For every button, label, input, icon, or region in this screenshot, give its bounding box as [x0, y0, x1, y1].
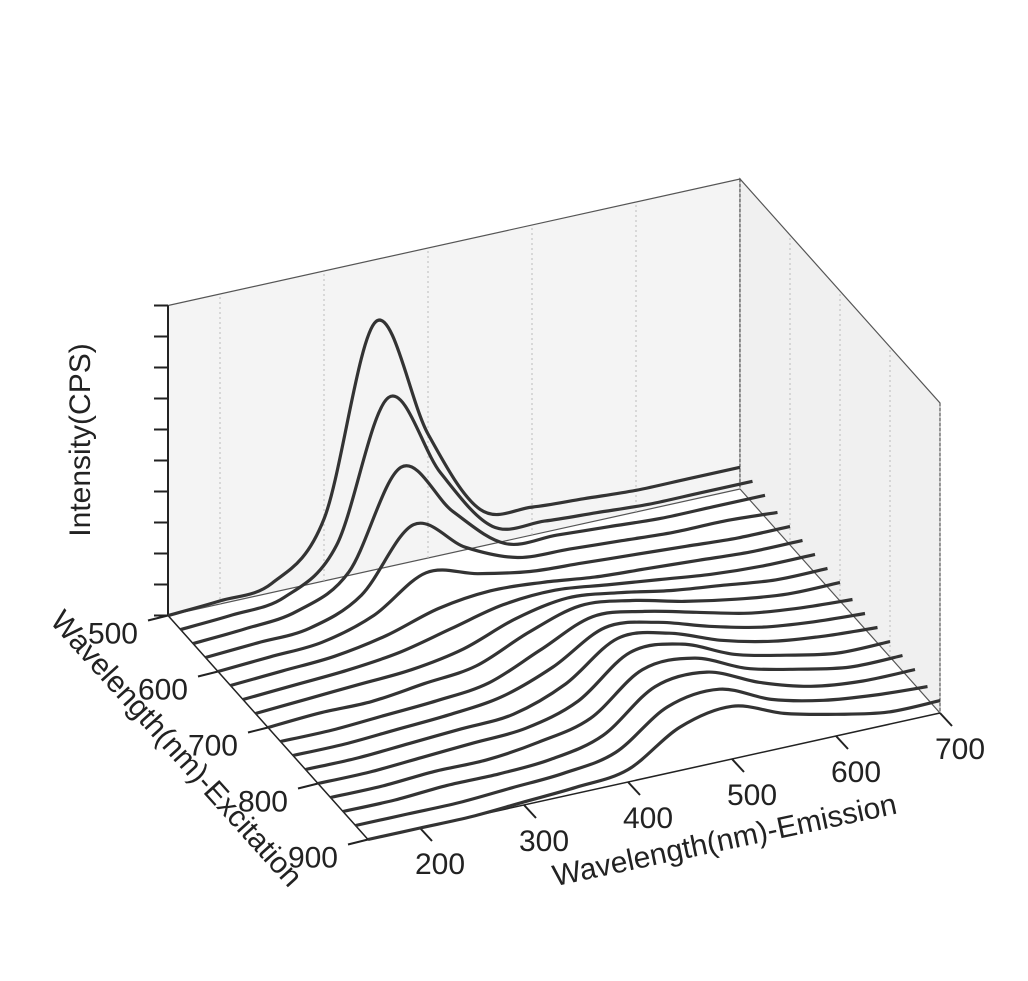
spectrum-line — [342, 667, 916, 814]
y-tick-label: 800 — [238, 785, 288, 818]
spectrum-line — [355, 685, 928, 828]
x-tick-label: 300 — [519, 825, 569, 858]
x-tick — [731, 758, 745, 773]
y-tick-label: 700 — [188, 729, 238, 762]
spectrum-line — [305, 625, 878, 772]
z-axis-title: Intensity(CPS) — [64, 343, 97, 536]
x-tick — [835, 735, 849, 750]
y-tick-label: 600 — [138, 673, 188, 706]
spectrum-line — [217, 524, 791, 674]
y-tick-label: 900 — [288, 841, 338, 874]
spectrum-line — [317, 639, 891, 786]
spectrum-line — [292, 611, 866, 758]
y-tick — [197, 670, 219, 678]
x-tick — [523, 804, 537, 819]
spectrum-line — [330, 653, 903, 800]
y-tick-label: 500 — [88, 617, 138, 650]
y-tick — [297, 782, 319, 790]
x-axis-title: Wavelength(nm)-Emission — [550, 788, 900, 893]
spectrum-line — [255, 566, 828, 716]
x-tick — [419, 827, 433, 842]
y-tick — [347, 838, 369, 846]
spectrum-line — [205, 510, 778, 660]
x-tick-label: 600 — [831, 756, 881, 789]
spectrum-line — [192, 464, 766, 646]
x-tick-label: 400 — [623, 802, 673, 835]
spectrum-line — [180, 394, 753, 632]
x-tick-label: 200 — [415, 848, 465, 881]
spectrum-line — [242, 552, 816, 702]
spectrum-line — [367, 699, 941, 842]
spectrum-line — [230, 538, 803, 688]
spectrum-line — [280, 597, 853, 744]
x-tick-label: 700 — [935, 733, 985, 766]
x-tick — [939, 712, 953, 727]
spectrum-line — [167, 318, 741, 618]
y-tick — [147, 614, 169, 622]
x-tick — [627, 781, 641, 796]
x-tick-label: 500 — [727, 779, 777, 812]
y-axis-title: Wavelength(nm)-Excitation — [44, 604, 309, 893]
spectrum-line — [267, 580, 841, 730]
y-tick — [247, 726, 269, 734]
